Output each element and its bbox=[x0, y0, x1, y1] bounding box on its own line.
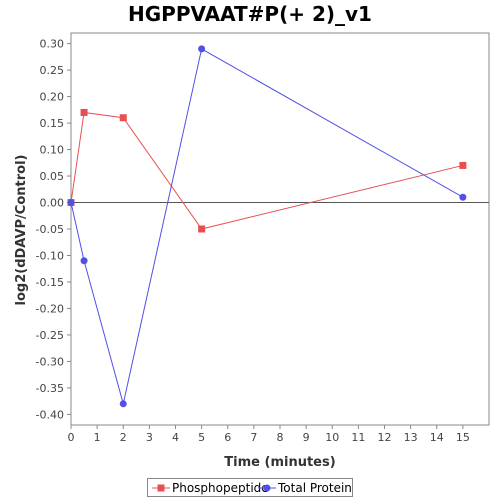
x-tick-label: 0 bbox=[68, 431, 75, 444]
y-tick-label: 0.05 bbox=[40, 170, 65, 183]
y-tick-label: -0.40 bbox=[36, 408, 64, 421]
y-tick-label: -0.05 bbox=[36, 223, 64, 236]
phosphopeptide-point bbox=[119, 114, 127, 122]
y-axis-label: log2(dDAVP/Control) bbox=[14, 155, 29, 306]
x-tick-label: 12 bbox=[378, 431, 392, 444]
x-axis-label: Time (minutes) bbox=[224, 455, 335, 470]
x-tick-label: 15 bbox=[456, 431, 470, 444]
x-axis: 0 1 2 3 4 5 6 7 8 9 10 11 12 13 14 15 bbox=[68, 425, 470, 444]
y-tick-label: 0.20 bbox=[40, 91, 65, 104]
x-tick-label: 10 bbox=[325, 431, 339, 444]
legend-label: Phosphopeptide bbox=[172, 481, 269, 495]
y-tick-label: 0.30 bbox=[40, 38, 65, 51]
plot-area bbox=[70, 32, 490, 426]
y-tick-label: -0.30 bbox=[36, 355, 64, 368]
x-tick-label: 14 bbox=[430, 431, 444, 444]
total-protein-point bbox=[459, 193, 467, 201]
y-axis: 0.30 0.25 0.20 0.15 0.10 0.05 0.00 -0.05 -0.10 -0… bbox=[36, 38, 71, 421]
legend-swatch-phosphopeptide bbox=[152, 484, 170, 492]
y-tick-label: -0.25 bbox=[36, 329, 64, 342]
x-tick-label: 4 bbox=[172, 431, 179, 444]
y-tick-label: 0.15 bbox=[40, 117, 65, 130]
y-tick-label: -0.35 bbox=[36, 382, 64, 395]
x-tick-label: 11 bbox=[351, 431, 365, 444]
x-tick-label: 6 bbox=[224, 431, 231, 444]
y-tick-label: -0.15 bbox=[36, 276, 64, 289]
x-tick-label: 8 bbox=[277, 431, 284, 444]
total-protein-point bbox=[80, 257, 88, 265]
x-tick-label: 13 bbox=[404, 431, 418, 444]
chart-title: HGPPVAAT#P(+ 2)_v1 bbox=[128, 2, 372, 26]
y-tick-label: -0.20 bbox=[36, 302, 64, 315]
x-tick-label: 3 bbox=[146, 431, 153, 444]
legend: Phosphopeptide Total Protein bbox=[147, 478, 353, 497]
x-tick-label: 1 bbox=[94, 431, 101, 444]
total-protein-point bbox=[119, 400, 127, 408]
legend-swatch-total-protein bbox=[258, 484, 276, 492]
phosphopeptide-point bbox=[459, 161, 467, 169]
y-tick-label: 0.10 bbox=[40, 144, 65, 157]
phosphopeptide-point bbox=[80, 108, 88, 116]
x-tick-label: 7 bbox=[250, 431, 257, 444]
x-tick-label: 5 bbox=[198, 431, 205, 444]
phosphopeptide-point bbox=[198, 225, 206, 233]
x-tick-label: 2 bbox=[120, 431, 127, 444]
total-protein-point bbox=[198, 45, 206, 53]
legend-swatch-marker bbox=[157, 484, 165, 492]
legend-label: Total Protein bbox=[278, 481, 352, 495]
legend-swatch-marker bbox=[263, 484, 271, 492]
y-tick-label: 0.00 bbox=[40, 197, 65, 210]
y-tick-label: 0.25 bbox=[40, 64, 65, 77]
total-protein-point bbox=[67, 199, 75, 207]
x-tick-label: 9 bbox=[303, 431, 310, 444]
y-tick-label: -0.10 bbox=[36, 249, 64, 262]
series-layer bbox=[67, 45, 467, 408]
